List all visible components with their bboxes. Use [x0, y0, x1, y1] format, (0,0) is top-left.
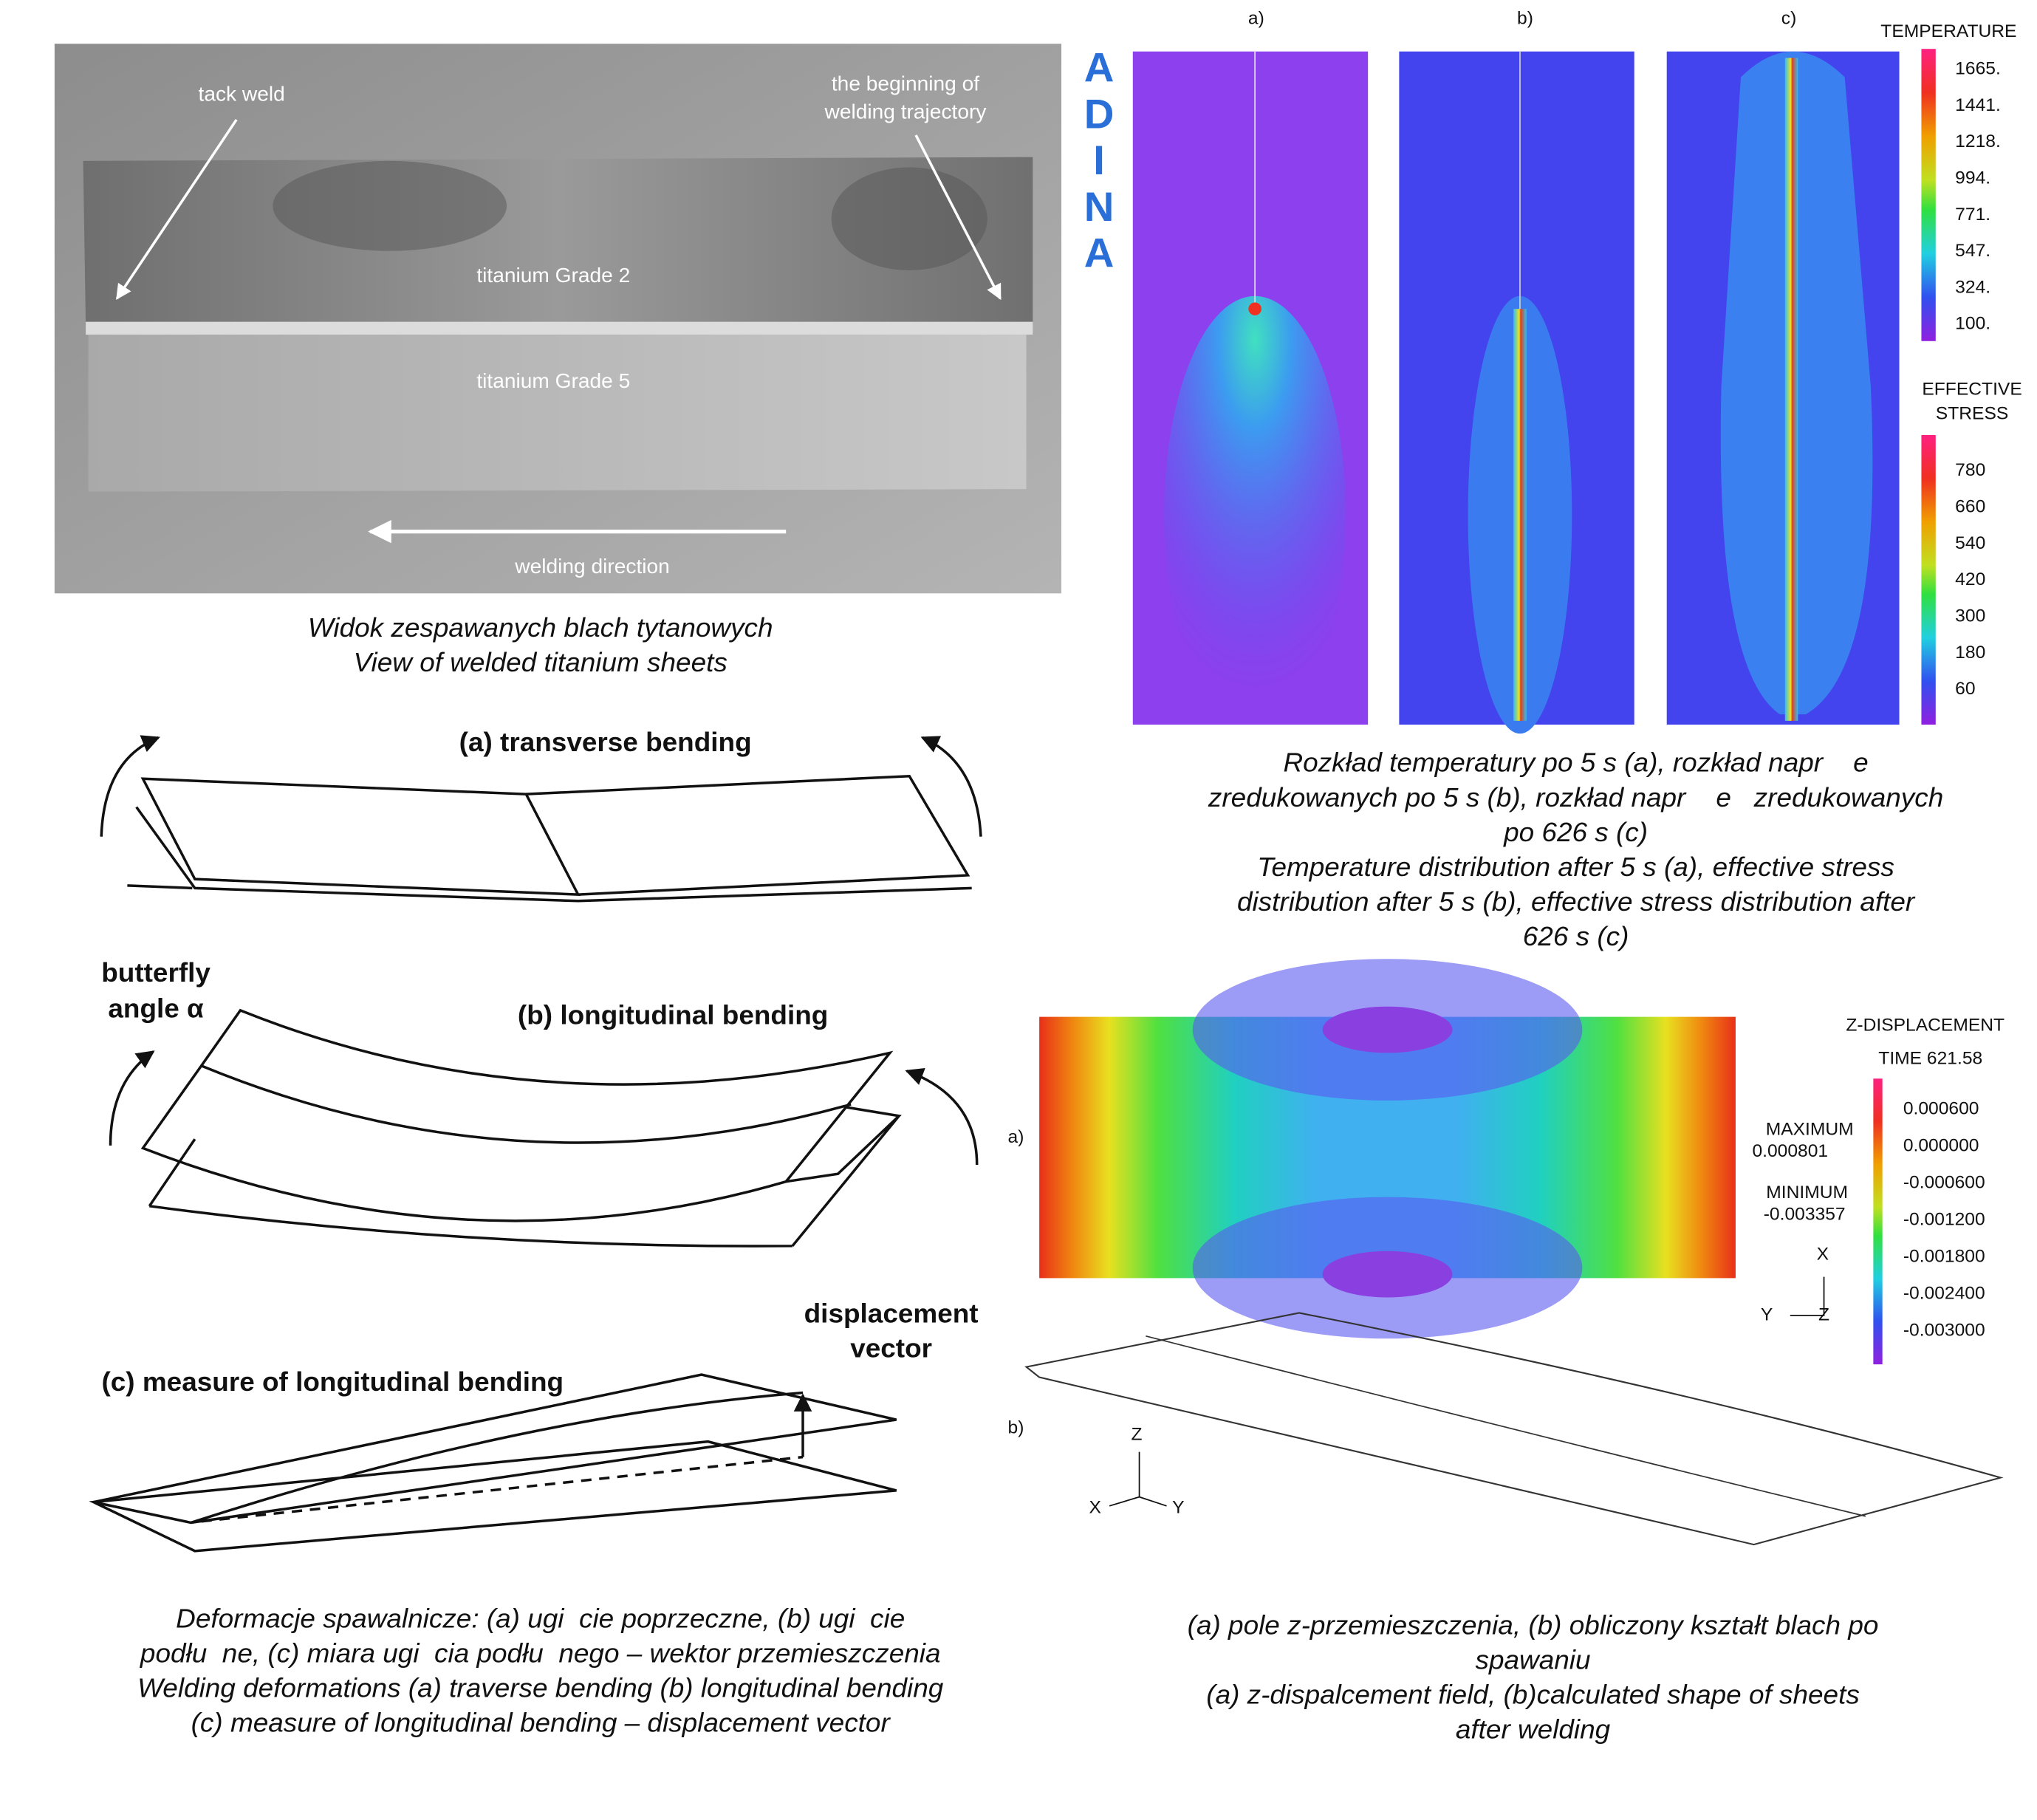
- axis-label: Y: [1172, 1498, 1184, 1518]
- sketch-label: (a) transverse bending: [459, 727, 752, 757]
- legend-tick: 547.: [1955, 241, 1990, 261]
- caption: Rozkład temperatury po 5 s (a), rozkład …: [1284, 748, 1869, 778]
- page: tack weld the beginning of welding traject…: [0, 0, 2037, 1820]
- caption: (c) measure of longitudinal bending – di…: [191, 1708, 891, 1738]
- logo-letter: A: [1084, 44, 1115, 91]
- legend-tick: 324.: [1955, 278, 1990, 298]
- legend-tick: 60: [1955, 679, 1975, 699]
- photo-label: tack weld: [199, 82, 285, 105]
- sketch-label: vector: [850, 1333, 932, 1364]
- caption: after welding: [1456, 1714, 1611, 1745]
- legend-title: Z-DISPLACEMENT: [1846, 1015, 2005, 1035]
- legend-title: EFFECTIVE: [1922, 380, 2021, 400]
- panel-label: a): [1248, 9, 1264, 29]
- sketch-label: butterfly: [101, 957, 210, 988]
- legend-title: TEMPERATURE: [1880, 21, 2016, 41]
- panel-label: b): [1008, 1418, 1024, 1438]
- panel-label: c): [1781, 9, 1797, 29]
- logo-letter: D: [1084, 91, 1115, 137]
- caption: (a) pole z-przemieszczenia, (b) obliczon…: [1188, 1609, 1879, 1640]
- legend-tick: -0.002400: [1903, 1284, 1985, 1304]
- axis-label: Z: [1132, 1425, 1143, 1445]
- axis-label: X: [1817, 1245, 1829, 1265]
- legend-tick: 0.000000: [1903, 1136, 1979, 1156]
- axis-label: X: [1089, 1498, 1101, 1518]
- deformation-sketches: [94, 737, 981, 1550]
- photo-label: welding trajectory: [824, 100, 987, 123]
- figure: tack weld the beginning of welding traject…: [0, 0, 2037, 1820]
- panel-label: a): [1008, 1127, 1024, 1147]
- caption: Temperature distribution after 5 s (a), …: [1257, 852, 1894, 882]
- caption: 626 s (c): [1523, 921, 1629, 951]
- caption: View of welded titanium sheets: [354, 647, 728, 677]
- sketch-label: (b) longitudinal bending: [518, 999, 828, 1030]
- legend-title: STRESS: [1936, 404, 2008, 424]
- photo-label: welding direction: [514, 555, 670, 578]
- temperature-fields: [1133, 49, 1936, 733]
- legend-tick: 1665.: [1955, 59, 2001, 79]
- legend-tick: 0.000600: [1903, 1099, 1979, 1119]
- logo-letter: A: [1084, 230, 1115, 276]
- caption: (a) z-dispalcement field, (b)calculated …: [1206, 1680, 1860, 1710]
- photo-label: the beginning of: [832, 72, 979, 95]
- legend-tick: -0.001200: [1903, 1210, 1985, 1230]
- min-value: -0.003357: [1764, 1205, 1846, 1225]
- legend-tick: 300: [1955, 606, 1985, 626]
- legend-tick: -0.001800: [1903, 1247, 1985, 1267]
- legend-tick: 540: [1955, 533, 1985, 553]
- caption: Welding deformations (a) traverse bendin…: [137, 1673, 944, 1703]
- logo-letter: I: [1093, 137, 1105, 183]
- legend-tick: 771.: [1955, 205, 1990, 225]
- caption: po 626 s (c): [1503, 817, 1648, 847]
- logo-letter: N: [1084, 183, 1115, 230]
- caption: podłu ne, (c) miara ugi cia podłu nego –…: [140, 1638, 941, 1669]
- caption: Deformacje spawalnicze: (a) ugi cie popr…: [176, 1604, 905, 1634]
- photo-label: titanium Grade 5: [476, 369, 630, 392]
- legend-tick: -0.003000: [1903, 1321, 1985, 1341]
- z-displacement-field: [1027, 959, 2001, 1544]
- legend-tick: 994.: [1955, 168, 1990, 188]
- legend-tick: 420: [1955, 569, 1985, 589]
- max-value: 0.000801: [1752, 1141, 1828, 1161]
- sketch-label: angle α: [108, 993, 204, 1024]
- axis-label: Y: [1761, 1304, 1773, 1324]
- axis-label: Z: [1818, 1304, 1829, 1324]
- caption: spawaniu: [1476, 1644, 1591, 1674]
- legend-time: TIME 621.58: [1878, 1049, 1982, 1069]
- panel-label: b): [1517, 9, 1533, 29]
- sketch-label: displacement: [804, 1299, 979, 1329]
- min-label: MINIMUM: [1766, 1183, 1848, 1202]
- legend-tick: 100.: [1955, 314, 1990, 334]
- legend-tick: 660: [1955, 497, 1985, 517]
- sketch-label: (c) measure of longitudinal bending: [101, 1366, 564, 1397]
- legend-tick: 180: [1955, 643, 1985, 663]
- caption: distribution after 5 s (b), effective st…: [1237, 886, 1916, 917]
- legend-tick: 1218.: [1955, 131, 2001, 151]
- photo: [55, 44, 1061, 593]
- legend-tick: 780: [1955, 460, 1985, 480]
- caption: Widok zespawanych blach tytanowych: [308, 612, 773, 643]
- legend-tick: -0.000600: [1903, 1173, 1985, 1193]
- caption: zredukowanych po 5 s (b), rozkład napr e…: [1208, 782, 1943, 812]
- max-label: MAXIMUM: [1766, 1120, 1854, 1140]
- legend-tick: 1441.: [1955, 95, 2001, 115]
- photo-label: titanium Grade 2: [476, 264, 630, 287]
